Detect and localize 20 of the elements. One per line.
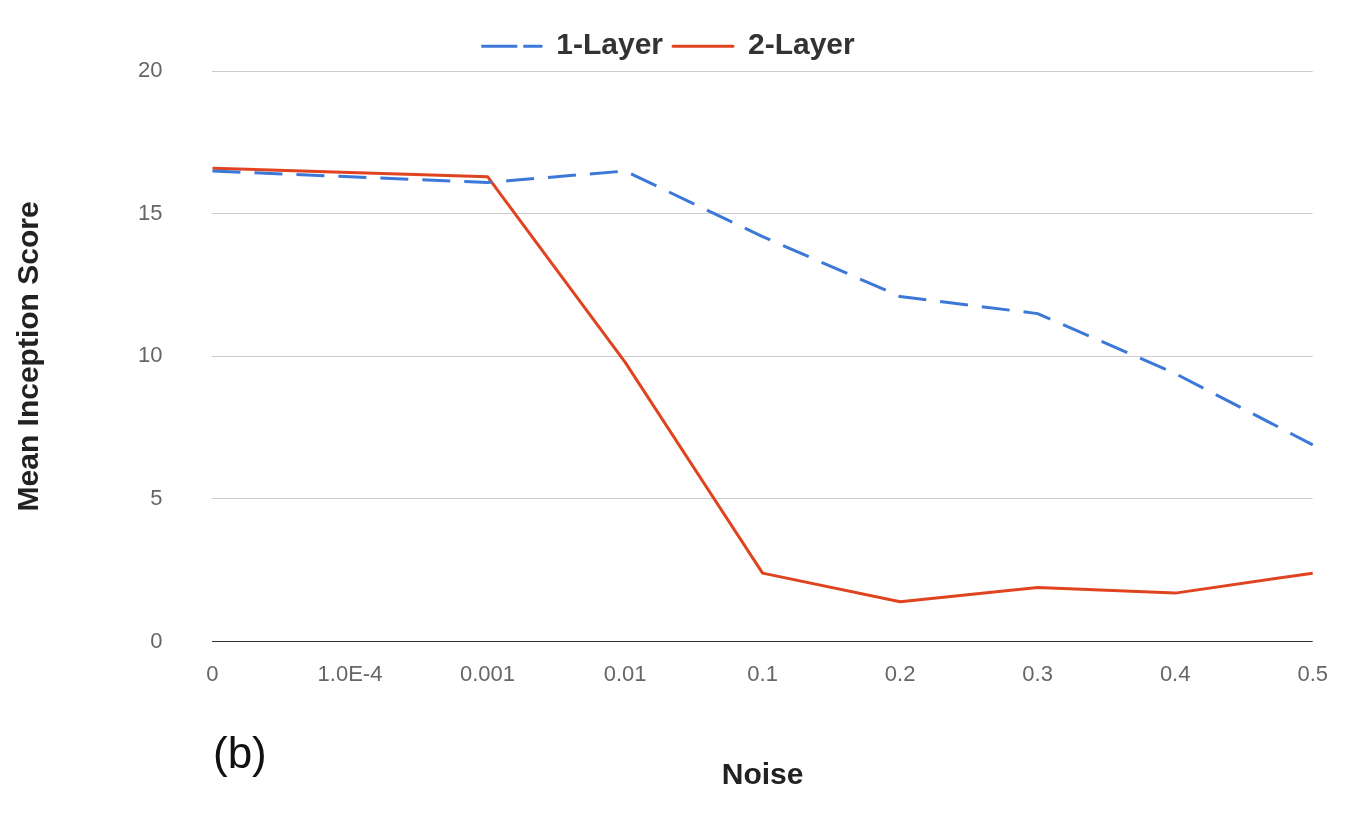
x-tick-label: 0.2 [884, 660, 916, 686]
x-tick-label: 0.1 [747, 660, 778, 686]
x-tick-label: 0 [206, 660, 219, 686]
y-tick-label: 0 [150, 627, 163, 653]
x-tick-label: 0.4 [1159, 660, 1191, 686]
x-tick-label: 1.0E-4 [317, 660, 383, 686]
legend-label: 1-Layer [556, 27, 664, 61]
x-axis-title: Noise [721, 757, 804, 791]
line-series [210, 169, 1315, 447]
x-tick-label: 0.3 [1022, 660, 1053, 686]
y-tick-label: 5 [150, 485, 163, 511]
y-axis-title: Mean Inception Score [11, 201, 45, 512]
x-tick-label: 0.001 [460, 660, 516, 686]
y-tick-label: 10 [137, 342, 163, 368]
y-tick-label: 15 [137, 199, 163, 225]
x-tick-label: 0.5 [1297, 660, 1329, 686]
x-tick-label: 0.01 [603, 660, 647, 686]
y-tick-label: 20 [137, 57, 163, 83]
text: (b) [213, 728, 267, 778]
legend-label: 2-Layer [748, 27, 856, 61]
